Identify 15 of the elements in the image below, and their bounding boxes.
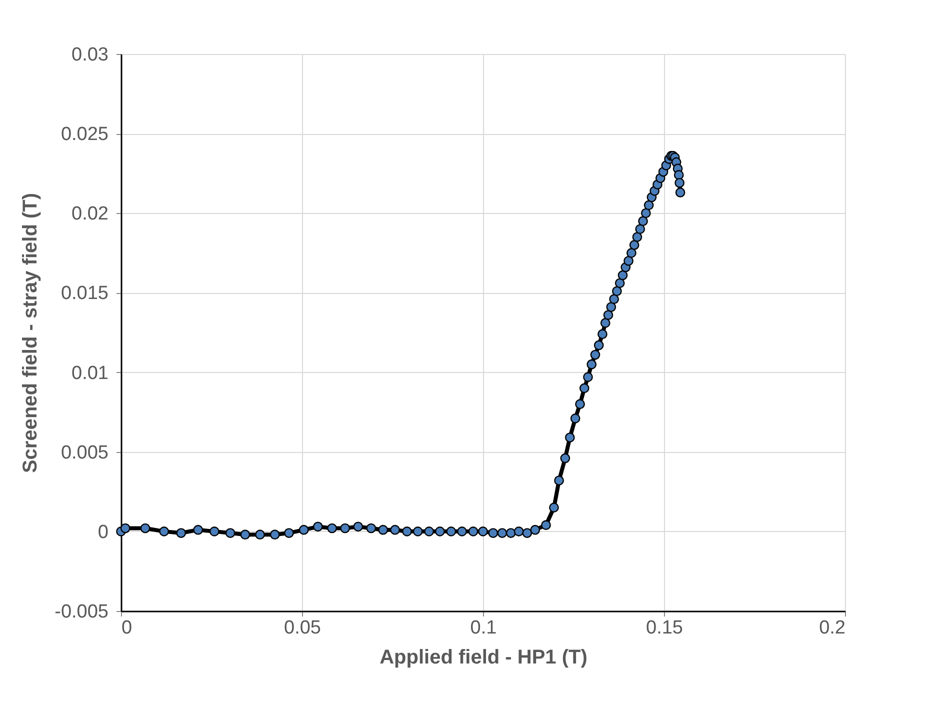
- y-tick-label: 0.02: [72, 204, 108, 225]
- y-axis-title: Screened field - stray field (T): [20, 192, 42, 474]
- y-tick-label: 0.03: [72, 44, 108, 66]
- y-tick-label: -0.005: [54, 602, 108, 622]
- x-axis-title: Applied field - HP1 (T): [380, 646, 588, 668]
- x-tick-label: 0: [122, 618, 132, 638]
- y-tick-label: 0.015: [60, 283, 108, 304]
- y-tick-label: 0.005: [60, 442, 108, 464]
- x-tick-label: 0.2: [819, 618, 846, 638]
- x-tick-label: 0.1: [470, 618, 497, 638]
- y-tick-label: 0: [98, 522, 108, 543]
- y-tick-label: 0.01: [72, 362, 108, 384]
- y-tick-label: 0.025: [60, 124, 108, 146]
- x-tick-label: 0.15: [646, 618, 683, 638]
- x-tick-label: 0.05: [284, 618, 321, 638]
